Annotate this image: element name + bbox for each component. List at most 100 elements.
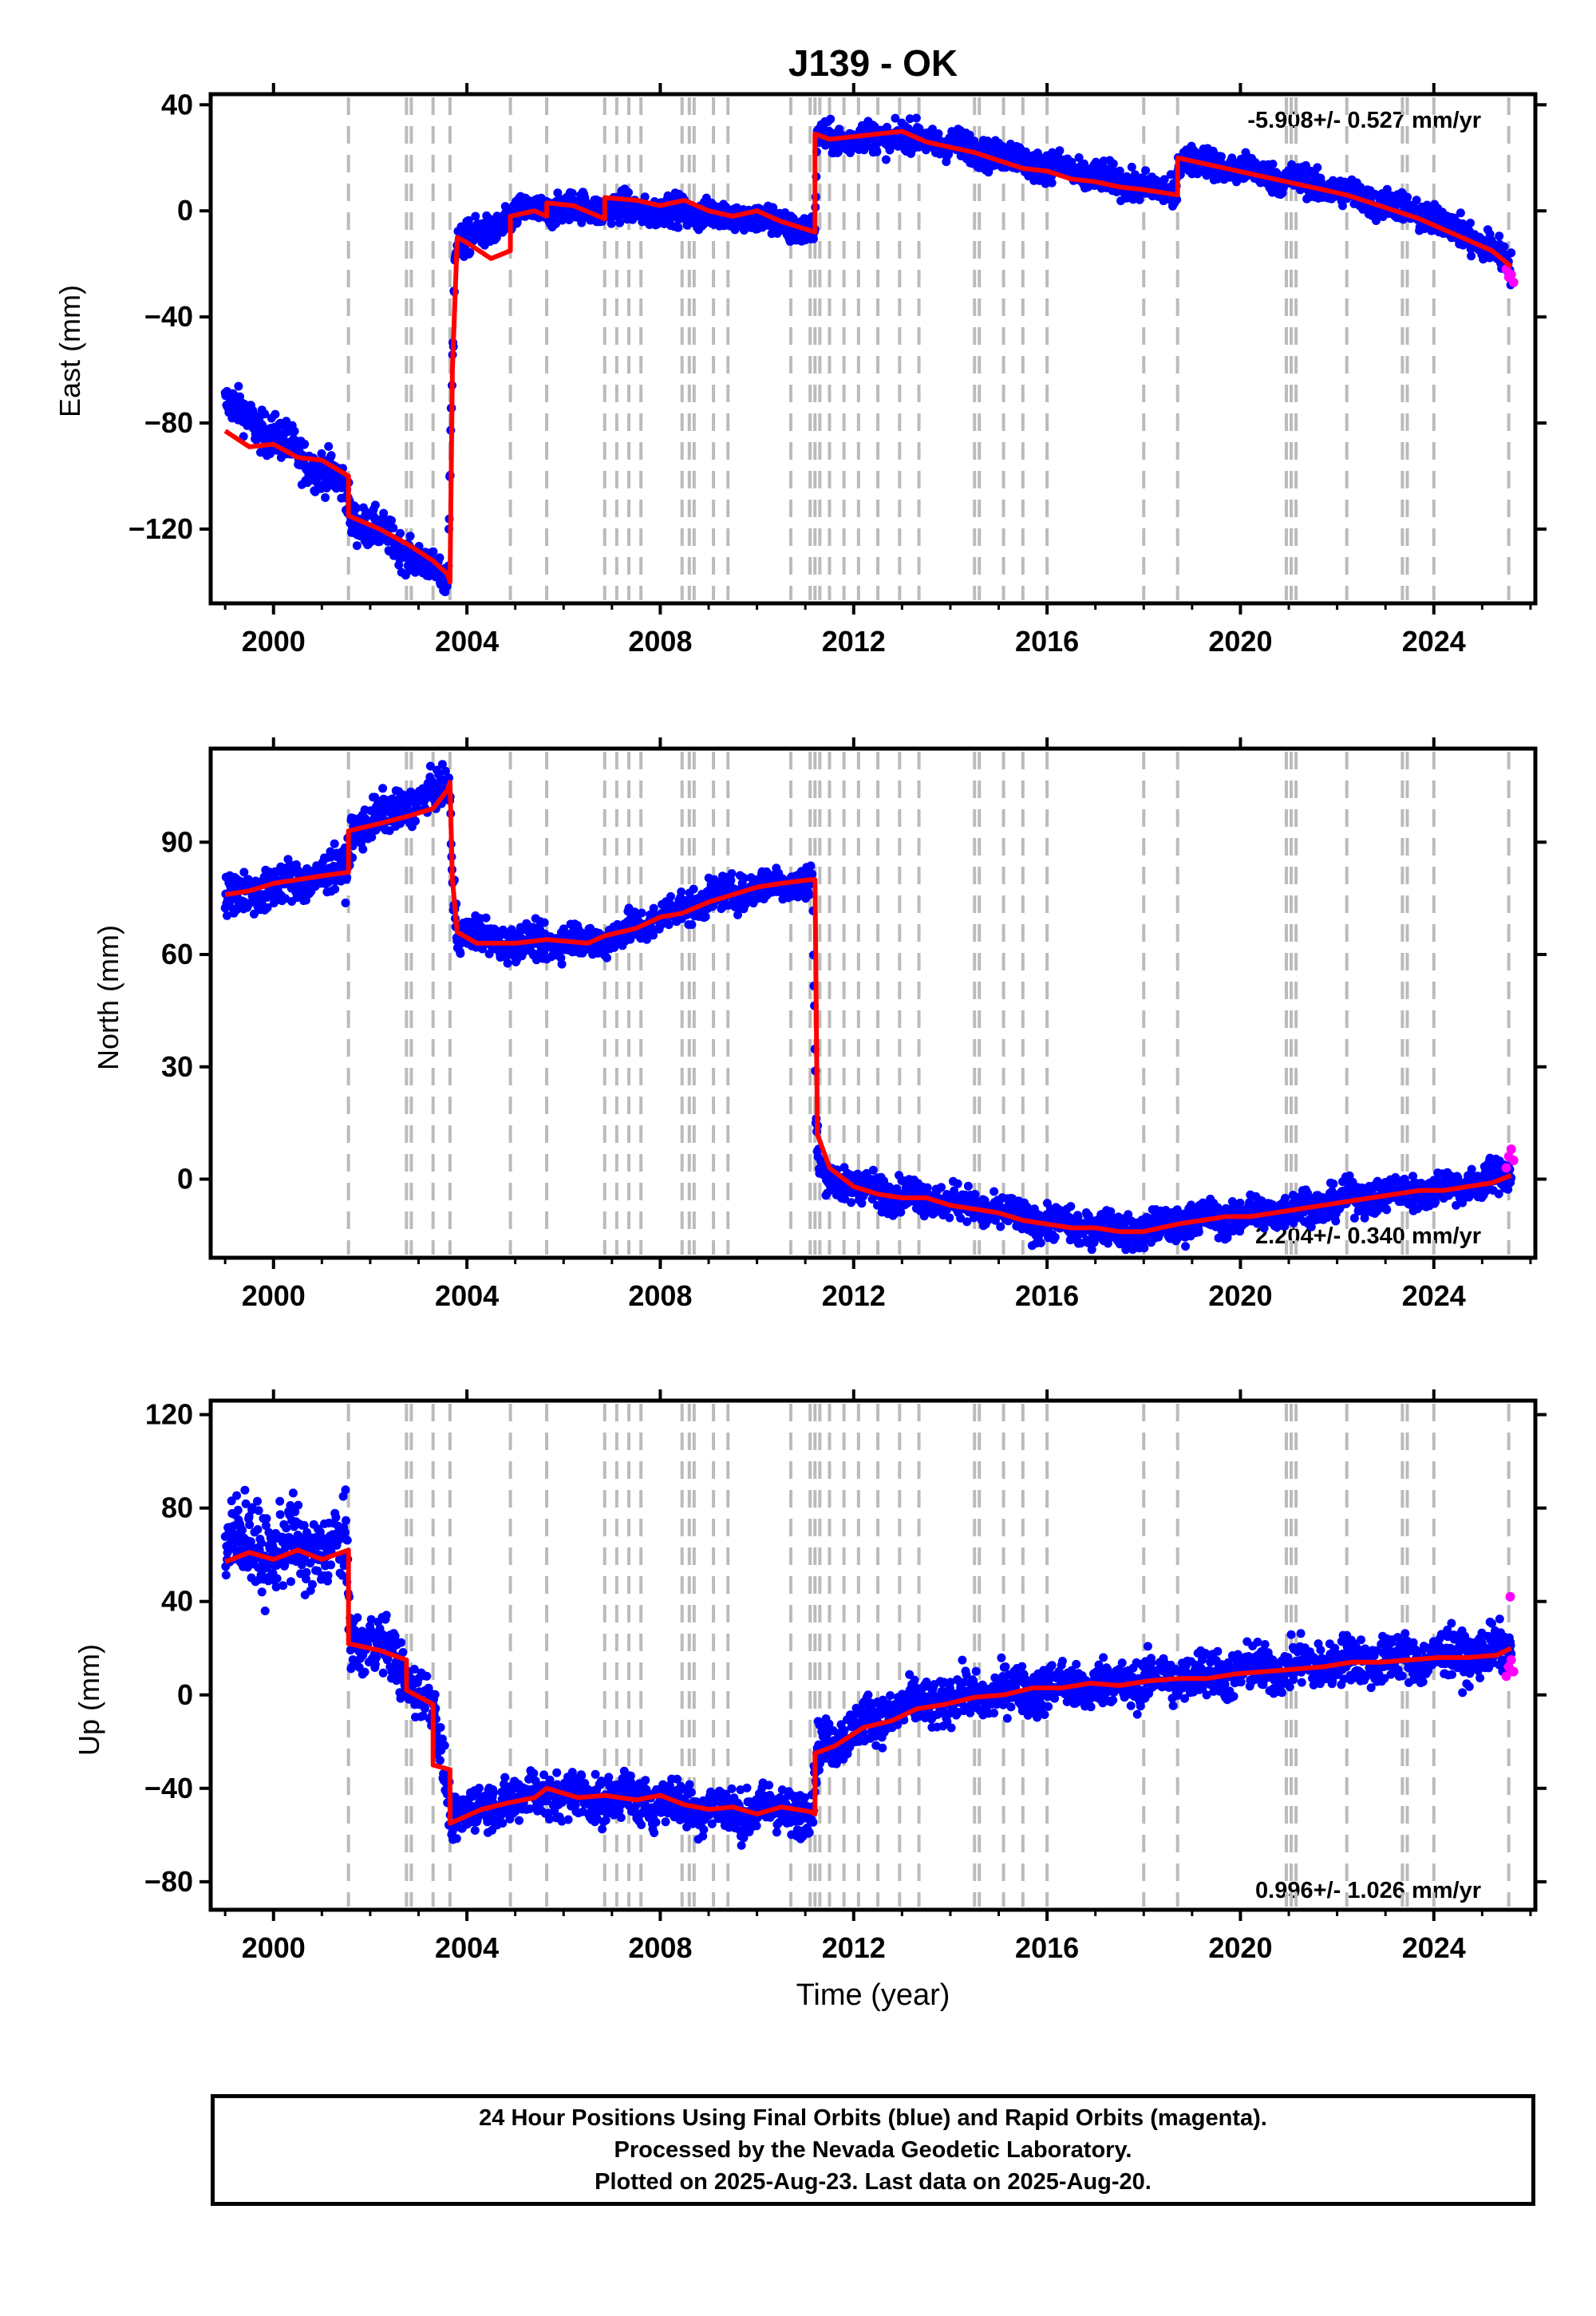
final-orbit-point <box>937 1183 946 1192</box>
final-orbit-point <box>606 219 616 228</box>
final-orbit-point <box>962 1217 972 1227</box>
final-orbit-point <box>223 911 231 920</box>
final-orbit-point <box>1115 166 1124 176</box>
x-tick-label: 2012 <box>822 625 886 658</box>
final-orbit-point <box>911 113 921 123</box>
final-orbit-point <box>881 155 891 164</box>
final-orbit-point <box>358 844 368 854</box>
final-orbit-point <box>687 920 697 929</box>
final-orbit-point <box>891 113 900 123</box>
final-orbit-point <box>370 500 380 510</box>
final-orbit-point <box>677 887 686 896</box>
final-orbit-point <box>809 234 818 243</box>
y-tick-label: 0 <box>177 194 193 227</box>
final-orbit-point <box>808 869 817 879</box>
final-orbit-point <box>1140 1243 1149 1253</box>
y-tick-label: −120 <box>128 512 193 545</box>
final-orbit-point <box>567 188 577 198</box>
final-orbit-point <box>956 1213 966 1223</box>
final-orbit-point <box>503 958 512 968</box>
final-orbit-point <box>970 136 979 146</box>
final-orbit-point <box>953 1179 962 1188</box>
final-orbit-point <box>1073 1212 1083 1221</box>
final-orbit-point <box>239 868 249 877</box>
final-orbit-point <box>378 784 388 793</box>
east-rate-label: -5.908+/- 0.527 mm/yr <box>1247 108 1481 133</box>
final-orbit-point <box>990 1187 999 1196</box>
final-orbit-point <box>733 910 742 919</box>
final-orbit-point <box>1412 196 1421 205</box>
final-orbit-point <box>429 547 438 556</box>
final-orbit-point <box>727 869 737 878</box>
x-tick-label: 2024 <box>1402 625 1466 658</box>
final-orbit-point <box>405 532 415 541</box>
final-orbit-point <box>965 130 974 140</box>
final-orbit-point <box>1106 1207 1116 1216</box>
final-orbit-point <box>321 493 330 502</box>
final-orbit-point <box>922 1183 932 1192</box>
final-orbit-point <box>425 761 435 771</box>
east-rapid-orbit-points <box>1501 264 1519 287</box>
final-orbit-point <box>826 114 836 124</box>
final-orbit-point <box>847 1198 856 1207</box>
final-orbit-point <box>1041 179 1050 188</box>
final-orbit-point <box>945 1213 954 1223</box>
final-orbit-point <box>539 918 549 927</box>
final-orbit-point <box>649 931 658 940</box>
final-orbit-point <box>664 920 674 930</box>
final-orbit-point <box>389 524 398 533</box>
final-orbit-point <box>610 943 619 952</box>
final-orbit-point <box>674 223 683 232</box>
final-orbit-point <box>1036 1238 1045 1247</box>
final-orbit-point <box>726 875 736 885</box>
final-orbit-point <box>1466 219 1475 227</box>
final-orbit-point <box>1467 251 1476 261</box>
final-orbit-point <box>1127 162 1136 172</box>
final-orbit-point <box>857 1199 867 1208</box>
final-orbit-point <box>804 890 814 899</box>
final-orbit-point <box>435 553 444 563</box>
final-orbit-point <box>1050 1232 1060 1242</box>
final-orbit-point <box>577 218 587 227</box>
final-orbit-point <box>437 760 447 769</box>
final-orbit-point <box>624 188 633 197</box>
final-orbit-point <box>637 908 646 918</box>
final-orbit-point <box>324 441 334 451</box>
final-orbit-point <box>1313 163 1322 172</box>
final-orbit-point <box>290 426 299 436</box>
final-orbit-point <box>1172 195 1182 204</box>
final-orbit-point <box>379 508 389 518</box>
final-orbit-point <box>1507 248 1516 258</box>
final-orbit-point <box>342 873 352 882</box>
final-orbit-point <box>1141 166 1151 176</box>
final-orbit-point <box>1047 178 1057 188</box>
final-orbit-point <box>1055 146 1065 156</box>
final-orbit-point <box>465 248 475 257</box>
y-tick-label: 40 <box>161 88 193 121</box>
final-orbit-point <box>322 484 331 492</box>
final-orbit-point <box>996 1222 1005 1231</box>
north-panel: North (mm) 2.204+/- 0.340 mm/yr 90603002… <box>92 737 1547 1312</box>
final-orbit-point <box>326 451 336 460</box>
final-orbit-point <box>615 218 625 227</box>
final-orbit-point <box>271 409 280 419</box>
east-event-lines <box>346 97 1511 600</box>
north-rate-label: 2.204+/- 0.340 mm/yr <box>1255 1223 1481 1249</box>
final-orbit-point <box>963 1181 973 1191</box>
final-orbit-point <box>868 1165 878 1175</box>
final-orbit-point <box>559 924 568 934</box>
final-orbit-point <box>740 874 749 883</box>
final-orbit-point <box>553 188 563 198</box>
north-final-orbit-points <box>220 760 1516 1255</box>
final-orbit-point <box>642 935 651 944</box>
final-orbit-point <box>1074 153 1084 162</box>
final-orbit-point <box>464 215 473 225</box>
final-orbit-point <box>905 114 915 124</box>
final-orbit-point <box>471 211 480 221</box>
final-orbit-point <box>330 839 339 848</box>
final-orbit-point <box>302 895 310 905</box>
final-orbit-point <box>352 541 361 551</box>
y-tick-label: −80 <box>144 406 193 439</box>
rapid-orbit-point <box>1506 270 1516 279</box>
final-orbit-point <box>1159 175 1169 184</box>
